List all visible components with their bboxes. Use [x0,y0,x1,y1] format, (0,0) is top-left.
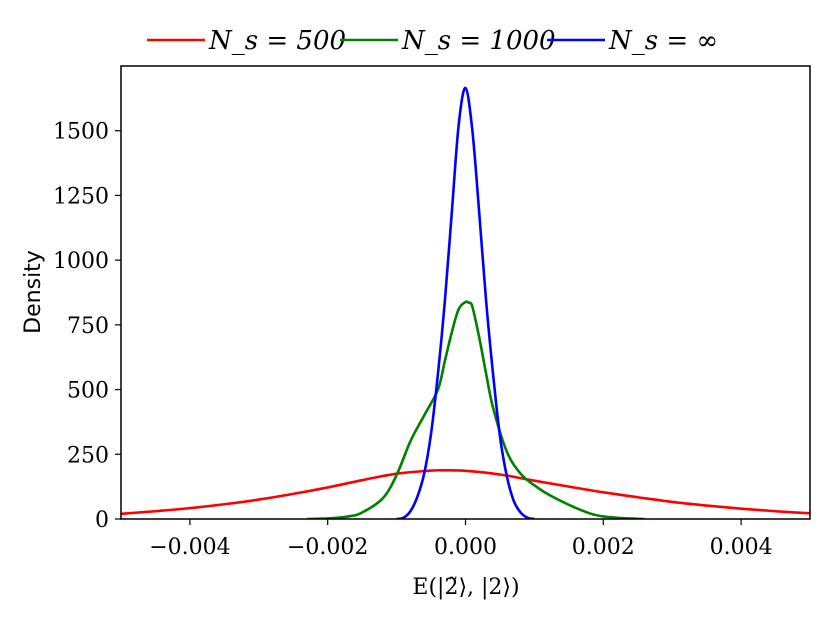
y-tick-label: 250 [67,443,109,468]
y-tick-label: 500 [67,379,109,404]
x-tick-label: 0.002 [572,535,635,560]
legend-label-0: N_s = 500 [208,26,346,56]
legend-label-1: N_s = 1000 [401,26,556,56]
y-axis-ticks: 0 250 500 750 1000 1250 1500 [53,120,121,533]
x-tick-label: −0.004 [149,535,230,560]
series-line-2 [396,86,535,519]
y-tick-label: 0 [95,508,109,533]
series-line-0 [121,468,810,516]
plot-area: −0.004 −0.002 0.000 0.002 0.004 0 250 500 750 10… [53,65,811,560]
y-tick-label: 1500 [53,120,109,145]
y-axis-label: Density [21,250,46,334]
y-tick-label: 1250 [53,184,109,209]
y-tick-label: 750 [67,314,109,339]
plot-frame [120,65,811,520]
series-line-1 [306,300,645,519]
legend-label-2: N_s = ∞ [608,26,718,56]
y-tick-label: 1000 [53,249,109,274]
x-tick-label: 0.000 [434,535,497,560]
x-axis-label: E(|2̃⟩, |2⟩) [412,575,519,600]
x-axis-ticks: −0.004 −0.002 0.000 0.002 0.004 [149,519,773,560]
x-tick-label: −0.002 [287,535,368,560]
legend: N_s = 500 N_s = 1000 N_s = ∞ [147,26,718,56]
x-tick-label: 0.004 [710,535,773,560]
